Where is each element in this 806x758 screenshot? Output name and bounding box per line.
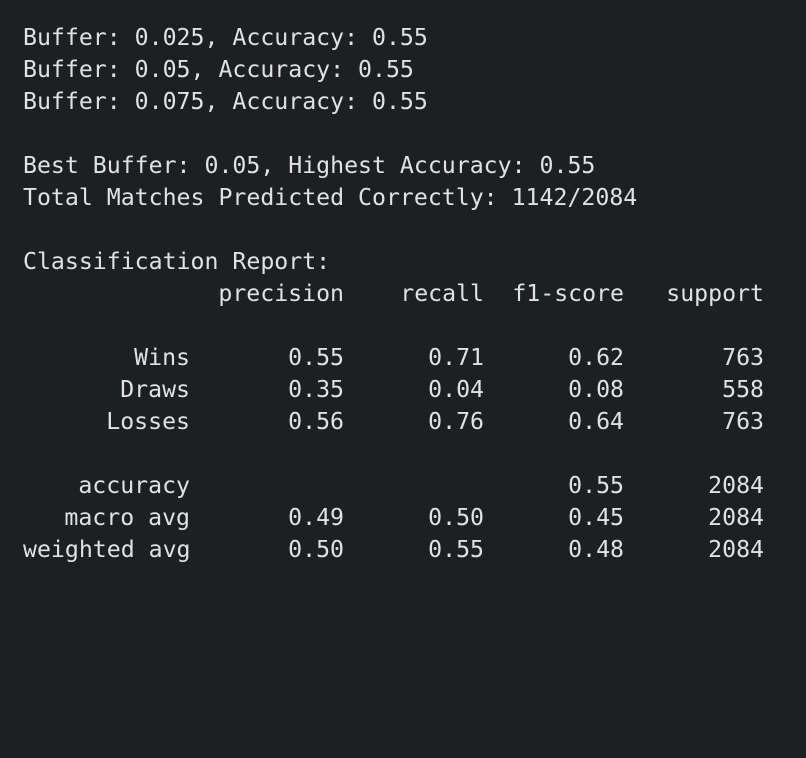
precision-value: 0.35	[288, 376, 344, 403]
support-value: 2084	[708, 504, 764, 531]
buffer-line-2: Buffer: 0.05, Accuracy: 0.55	[23, 56, 414, 83]
buffer-line-1: Buffer: 0.025, Accuracy: 0.55	[23, 24, 428, 51]
recall-value: 0.55	[428, 536, 484, 563]
report-row-losses: Losses 0.56 0.76 0.64 763	[23, 406, 783, 438]
header-f1-score: f1-score	[512, 280, 624, 307]
precision-value: 0.55	[288, 344, 344, 371]
support-value: 2084	[708, 472, 764, 499]
f1-value: 0.45	[568, 504, 624, 531]
f1-value: 0.55	[568, 472, 624, 499]
report-row-weighted-avg: weighted avg 0.50 0.55 0.48 2084	[23, 534, 783, 566]
row-label: Losses	[106, 408, 190, 435]
row-label: accuracy	[78, 472, 190, 499]
f1-value: 0.08	[568, 376, 624, 403]
precision-value: 0.56	[288, 408, 344, 435]
header-precision: precision	[218, 280, 344, 307]
report-header-row: precision recall f1-score support	[23, 278, 783, 310]
f1-value: 0.62	[568, 344, 624, 371]
report-row-accuracy: accuracy 0.55 2084	[23, 470, 783, 502]
precision-value: 0.50	[288, 536, 344, 563]
support-value: 763	[722, 344, 764, 371]
support-value: 763	[722, 408, 764, 435]
report-row-draws: Draws 0.35 0.04 0.08 558	[23, 374, 783, 406]
report-row-wins: Wins 0.55 0.71 0.62 763	[23, 342, 783, 374]
header-recall: recall	[400, 280, 484, 307]
spacer	[23, 438, 783, 470]
support-value: 2084	[708, 536, 764, 563]
recall-value: 0.71	[428, 344, 484, 371]
header-support: support	[666, 280, 764, 307]
f1-value: 0.48	[568, 536, 624, 563]
row-label: Draws	[120, 376, 190, 403]
report-title: Classification Report:	[23, 248, 331, 275]
spacer	[23, 118, 783, 150]
spacer	[23, 214, 783, 246]
f1-value: 0.64	[568, 408, 624, 435]
recall-value: 0.76	[428, 408, 484, 435]
row-label: weighted avg	[23, 536, 191, 563]
row-label: Wins	[134, 344, 190, 371]
terminal-output: Buffer: 0.025, Accuracy: 0.55 Buffer: 0.…	[23, 22, 783, 566]
precision-value: 0.49	[288, 504, 344, 531]
buffer-line-3: Buffer: 0.075, Accuracy: 0.55	[23, 88, 428, 115]
total-matches-line: Total Matches Predicted Correctly: 1142/…	[23, 184, 638, 211]
report-row-macro-avg: macro avg 0.49 0.50 0.45 2084	[23, 502, 783, 534]
row-label: macro avg	[64, 504, 190, 531]
spacer	[23, 310, 783, 342]
recall-value: 0.50	[428, 504, 484, 531]
recall-value: 0.04	[428, 376, 484, 403]
best-buffer-line: Best Buffer: 0.05, Highest Accuracy: 0.5…	[23, 152, 596, 179]
support-value: 558	[722, 376, 764, 403]
